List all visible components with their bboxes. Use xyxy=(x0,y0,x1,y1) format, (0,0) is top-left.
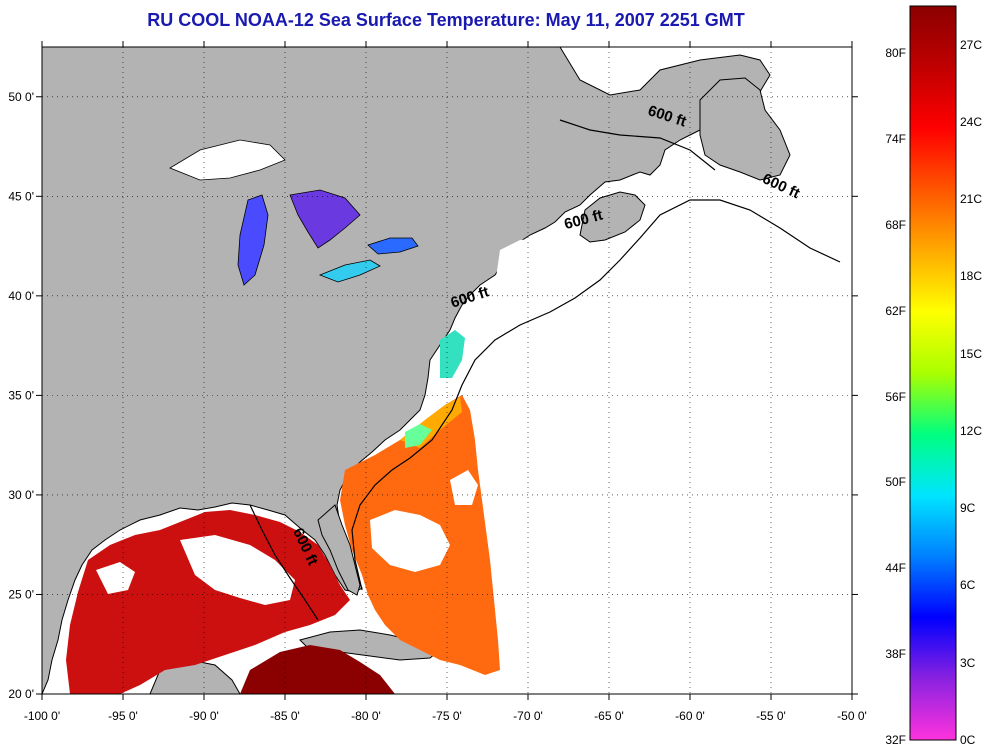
x-tick-label: -100 0' xyxy=(24,709,60,723)
x-tick-label: -95 0' xyxy=(108,709,138,723)
cloud-gulf-west xyxy=(96,562,135,594)
y-tick-label: 40 0' xyxy=(8,289,34,303)
lake-superior xyxy=(169,139,286,181)
colorbar-c-label: 21C xyxy=(960,192,983,207)
sst-gulf-of-mexico xyxy=(66,510,350,694)
colorbar-f-label: 74F xyxy=(885,132,906,147)
colorbar-f-label: 50F xyxy=(885,475,906,490)
y-tick-label: 20 0' xyxy=(8,687,34,701)
cloud-atlantic-east xyxy=(450,470,478,505)
colorbar-c-label: 6C xyxy=(960,578,976,593)
x-tick-label: -65 0' xyxy=(594,709,624,723)
x-tick-label: -90 0' xyxy=(189,709,219,723)
colorbar-c-label: 15C xyxy=(960,346,983,361)
lake-ontario xyxy=(367,237,419,255)
y-tick-label: 35 0' xyxy=(8,388,34,402)
grid-lines xyxy=(42,47,852,694)
x-tick-label: -80 0' xyxy=(351,709,381,723)
colorbar-c-label: 0C xyxy=(960,733,976,747)
sst-loop-current xyxy=(240,645,395,694)
x-tick-label: -70 0' xyxy=(513,709,543,723)
cloud-gulf xyxy=(180,535,295,605)
lake-erie xyxy=(318,259,381,283)
y-tick-label: 45 0' xyxy=(8,189,34,203)
land-florida xyxy=(317,504,361,596)
colorbar-f-label: 44F xyxy=(885,561,906,576)
x-tick-label: -60 0' xyxy=(675,709,705,723)
colorbar-f-label: 62F xyxy=(885,303,906,318)
colorbar-f-label: 80F xyxy=(885,46,906,61)
lake-huron xyxy=(289,189,361,249)
sst-gulf-of-maine-nodata xyxy=(495,238,585,305)
colorbar xyxy=(909,5,957,741)
colorbar-f-label: 56F xyxy=(885,389,906,404)
y-tick-label: 50 0' xyxy=(8,90,34,104)
colorbar-c-label: 12C xyxy=(960,423,983,438)
x-tick-label: -55 0' xyxy=(756,709,786,723)
colorbar-c-label: 3C xyxy=(960,655,976,670)
x-tick-label: -75 0' xyxy=(432,709,462,723)
isobath-600ft-north xyxy=(559,119,716,171)
colorbar-c-label: 9C xyxy=(960,501,976,516)
isobath-600ft xyxy=(351,199,841,591)
land-newfoundland xyxy=(699,77,791,181)
sst-carolina-shelf xyxy=(405,424,432,448)
land-north-america xyxy=(42,47,771,694)
colorbar-c-label: 18C xyxy=(960,269,983,284)
colorbar-c-label: 27C xyxy=(960,37,983,52)
cloud-atlantic xyxy=(370,510,450,572)
colorbar-f-label: 38F xyxy=(885,647,906,662)
sst-mid-atlantic-shelf xyxy=(440,330,465,378)
colorbar-c-label: 24C xyxy=(960,114,983,129)
map-title: RU COOL NOAA-12 Sea Surface Temperature:… xyxy=(147,10,745,30)
lake-michigan xyxy=(237,194,269,286)
colorbar-f-label: 68F xyxy=(885,217,906,232)
y-tick-label: 30 0' xyxy=(8,488,34,502)
y-tick-label: 25 0' xyxy=(8,587,34,601)
x-tick-label: -85 0' xyxy=(270,709,300,723)
isobath-600ft-gulf xyxy=(249,504,319,621)
colorbar-f-label: 32F xyxy=(885,733,906,747)
land-nova-scotia xyxy=(579,191,646,243)
x-tick-label: -50 0' xyxy=(837,709,867,723)
